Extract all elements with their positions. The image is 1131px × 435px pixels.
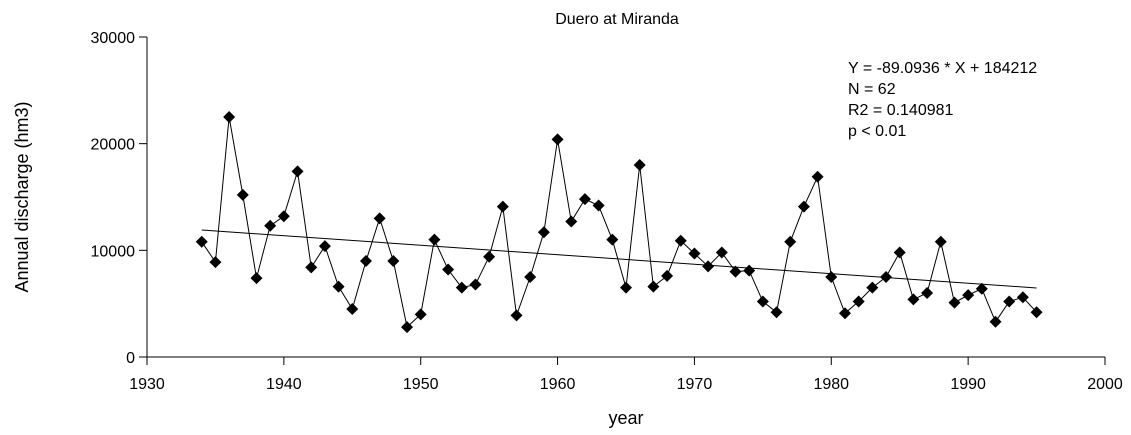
data-point <box>811 170 824 183</box>
x-axis-label: year <box>608 408 643 428</box>
data-point <box>962 289 975 302</box>
x-tick-label: 1970 <box>677 376 713 393</box>
data-point <box>373 212 386 225</box>
data-point <box>332 280 345 293</box>
data-point <box>838 307 851 320</box>
data-point <box>223 111 236 123</box>
data-point <box>1016 291 1029 304</box>
data-point <box>606 233 619 246</box>
annotation: N = 62 <box>848 81 896 98</box>
data-point <box>880 271 893 283</box>
data-point <box>784 235 797 248</box>
x-tick-label: 2000 <box>1087 376 1123 393</box>
data-point <box>209 256 222 269</box>
data-point <box>647 280 660 293</box>
data-point <box>483 250 496 263</box>
data-point <box>702 260 715 273</box>
x-tick-label: 1930 <box>129 376 165 393</box>
data-point <box>277 210 290 223</box>
data-point <box>674 234 687 247</box>
data-line <box>201 116 1037 329</box>
data-point <box>565 215 578 228</box>
data-point <box>455 281 468 294</box>
trend-line <box>201 229 1037 289</box>
x-tick-label: 1980 <box>813 376 849 393</box>
data-point <box>442 263 455 276</box>
annotation: p < 0.01 <box>848 123 906 140</box>
annotation: Y = -89.0936 * X + 184212 <box>848 60 1037 77</box>
data-point <box>825 271 838 283</box>
y-axis-label: Annual discharge (hm3) <box>12 101 32 292</box>
data-point <box>469 278 482 291</box>
data-point <box>620 281 632 294</box>
data-point <box>346 303 359 315</box>
data-point <box>318 240 331 253</box>
data-point <box>195 235 208 248</box>
data-point <box>1003 295 1016 308</box>
data-point <box>592 199 605 212</box>
data-point <box>921 287 934 299</box>
data-point <box>633 159 646 171</box>
chart-title: Duero at Miranda <box>555 11 679 28</box>
data-point <box>551 133 564 146</box>
data-point <box>893 246 906 259</box>
data-point <box>688 247 701 260</box>
data-point <box>264 219 277 232</box>
data-point <box>975 282 988 295</box>
data-point <box>291 165 304 178</box>
data-point <box>770 306 783 319</box>
data-point <box>934 235 947 248</box>
data-point <box>797 200 810 213</box>
data-point <box>537 226 550 239</box>
data-point <box>866 281 879 294</box>
x-tick-label: 1960 <box>540 376 576 393</box>
data-point <box>510 309 523 322</box>
y-tick-label: 30000 <box>91 30 136 47</box>
data-point <box>907 293 920 306</box>
y-tick-label: 20000 <box>91 137 136 154</box>
data-point <box>852 295 865 308</box>
y-tick-label: 0 <box>126 350 135 367</box>
x-tick-label: 1950 <box>403 376 439 393</box>
data-point <box>948 296 961 309</box>
annotation: R2 = 0.140981 <box>848 102 954 119</box>
data-point <box>387 255 400 267</box>
x-tick-label: 1990 <box>950 376 986 393</box>
data-point <box>715 246 728 259</box>
x-tick-label: 1940 <box>266 376 302 393</box>
data-point <box>1030 306 1043 319</box>
y-tick-label: 10000 <box>91 243 136 260</box>
data-point <box>756 295 769 308</box>
data-point <box>496 200 509 213</box>
data-point <box>524 271 537 283</box>
data-point <box>661 269 674 282</box>
data-point <box>428 233 441 246</box>
data-point <box>359 255 372 267</box>
data-point <box>305 261 318 274</box>
data-point <box>989 315 1002 328</box>
data-point <box>401 321 414 334</box>
data-point <box>578 193 591 206</box>
data-point <box>250 272 263 285</box>
data-point <box>414 308 427 321</box>
data-point <box>729 265 742 278</box>
data-point <box>236 188 249 201</box>
data-point <box>743 264 756 277</box>
